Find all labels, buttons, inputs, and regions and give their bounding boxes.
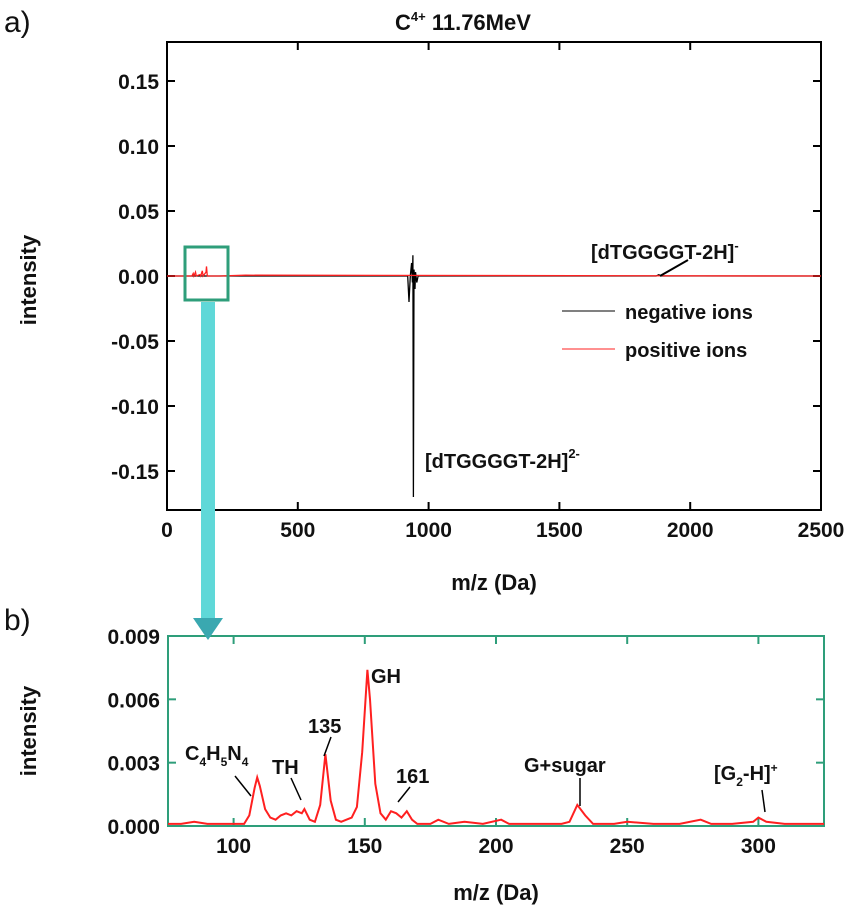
zoom-region-box (183, 245, 230, 302)
annotation-g2h: [G2-H]+ (714, 761, 778, 789)
chart-a-ylabel: intensity (16, 234, 41, 325)
plot-frame (167, 635, 825, 827)
chart-b-xlabel: m/z (Da) (453, 880, 539, 905)
legend-label-positive: positive ions (625, 340, 747, 362)
x-tick-label: 150 (347, 835, 382, 858)
panel-label-b: b) (4, 604, 31, 637)
y-tick-label: 0.15 (118, 71, 159, 94)
annotation-161: 161 (396, 766, 429, 788)
y-tick-label: -0.10 (111, 396, 159, 419)
chart-b-ylabel: intensity (16, 685, 41, 776)
zoom-arrow-shaft (201, 302, 215, 620)
chart-a-xlabel: m/z (Da) (451, 570, 537, 595)
x-tick-label: 1000 (405, 519, 452, 542)
x-tick-label: 0 (161, 519, 173, 542)
annotation-monomer: [dTGGGGT-2H]- (591, 238, 739, 264)
x-tick-label: 2000 (667, 519, 714, 542)
zoom-arrow-head (193, 618, 223, 640)
annotation-arrow-monomer (659, 259, 689, 277)
x-tick-label: 2500 (798, 519, 845, 542)
x-tick-label: 200 (478, 835, 513, 858)
annotation-dimer: [dTGGGGT-2H]2- (425, 446, 580, 473)
x-tick-label: 250 (610, 835, 645, 858)
y-tick-label: 0.006 (107, 689, 160, 712)
annotation-arrows-b (234, 736, 766, 813)
annotation-c4h5n4: C4H5N4 (185, 743, 249, 769)
chart-a-title: C4+ 11.76MeV (395, 9, 531, 35)
x-tick-label: 1500 (536, 519, 583, 542)
y-tick-label: 0.00 (118, 266, 159, 289)
y-tick-label: 0.10 (118, 136, 159, 159)
annotation-gh: GH (371, 666, 401, 688)
series-line-spectrum (168, 669, 824, 825)
y-tick-label: -0.05 (111, 331, 159, 354)
x-tick-label: 100 (216, 835, 251, 858)
annotation-135: 135 (308, 716, 341, 738)
annotation-th: TH (272, 757, 299, 779)
y-tick-label: 0.003 (107, 753, 160, 776)
legend-label-negative: negative ions (625, 302, 753, 324)
y-tick-label: 0.009 (107, 626, 160, 649)
panel-label-a: a) (4, 6, 31, 39)
x-tick-label: 500 (280, 519, 315, 542)
y-tick-label: 0.000 (107, 816, 160, 839)
annotation-gsugar: G+sugar (524, 755, 606, 777)
y-tick-label: 0.05 (118, 201, 159, 224)
series-line-positive-ions (167, 266, 822, 279)
y-tick-label: -0.15 (111, 461, 159, 484)
x-tick-label: 300 (741, 835, 776, 858)
